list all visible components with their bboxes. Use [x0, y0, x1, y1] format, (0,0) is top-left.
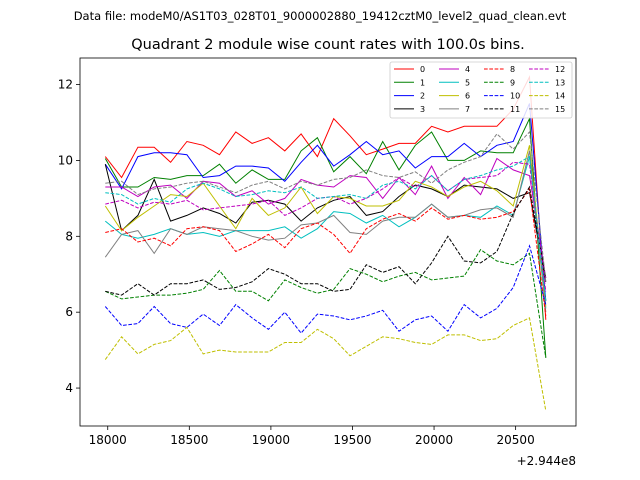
legend-label-11: 11: [510, 105, 520, 114]
legend-label-14: 14: [555, 92, 565, 101]
series-line-13: [105, 155, 547, 301]
legend-label-10: 10: [510, 92, 520, 101]
legend-label-1: 1: [420, 78, 425, 87]
x-tick-label-18000: 18000: [89, 433, 127, 447]
chart-title: Quadrant 2 module wise count rates with …: [131, 37, 525, 53]
series-line-14: [104, 317, 547, 411]
series-line-7: [104, 150, 547, 313]
legend-label-6: 6: [465, 92, 470, 101]
x-tick-label-19500: 19500: [333, 433, 371, 447]
series-line-0: [104, 75, 547, 320]
legend-label-9: 9: [510, 78, 515, 87]
y-tick-label-12: 12: [58, 78, 73, 92]
series-line-10: [104, 244, 547, 334]
legend-label-13: 13: [555, 78, 565, 87]
series-line-1: [104, 116, 547, 358]
legend-label-4: 4: [465, 65, 470, 74]
series-line-4: [105, 157, 547, 279]
x-tick-label-20000: 20000: [415, 433, 453, 447]
series-line-8: [105, 187, 547, 317]
series-line-2: [104, 103, 547, 301]
suptitle: Data file: modeM0/AS1T03_028T01_90000028…: [74, 9, 567, 23]
legend-label-5: 5: [465, 78, 470, 87]
series-line-11: [105, 185, 547, 296]
legend-box: [389, 61, 573, 119]
legend-label-2: 2: [420, 92, 425, 101]
axes-frame: [79, 57, 577, 427]
legend-label-8: 8: [510, 65, 515, 74]
legend-label-15: 15: [555, 105, 565, 114]
y-tick-label-6: 6: [65, 305, 73, 319]
plot-area: 18000 18500 19000 19500 20000 205004681012012…: [58, 57, 577, 447]
series-line-6: [104, 145, 547, 307]
x-offset-label: +2.944e8: [517, 454, 576, 468]
x-tick-label-18500: 18500: [170, 433, 208, 447]
series-line-9: [105, 248, 547, 358]
legend-label-0: 0: [420, 65, 425, 74]
series-line-12: [105, 161, 547, 292]
x-tick-label-20500: 20500: [497, 433, 535, 447]
y-tick-label-4: 4: [65, 381, 73, 395]
y-tick-label-10: 10: [58, 153, 73, 167]
x-tick-label-19000: 19000: [252, 433, 290, 447]
legend-label-3: 3: [420, 105, 425, 114]
legend-label-12: 12: [555, 65, 565, 74]
series-line-15: [105, 130, 547, 282]
legend-label-7: 7: [465, 105, 470, 114]
y-tick-label-8: 8: [65, 229, 73, 243]
